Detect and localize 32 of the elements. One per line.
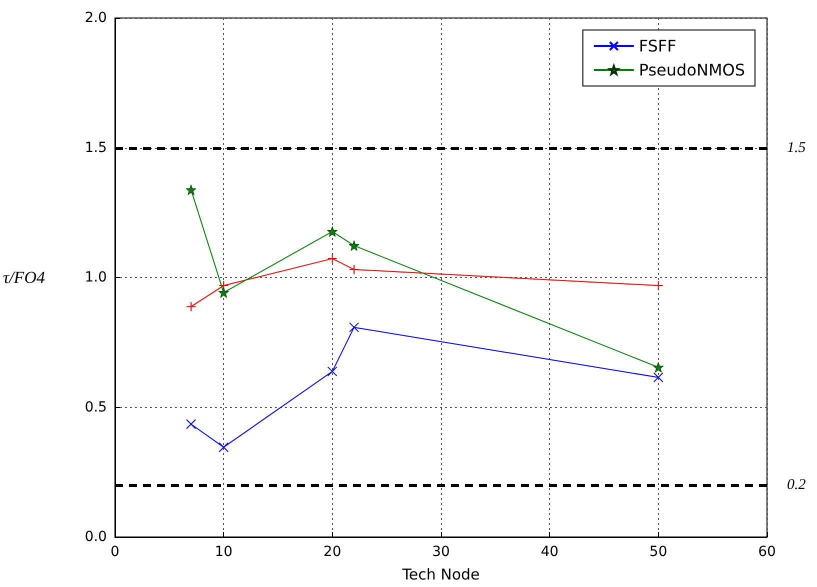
point <box>186 184 196 196</box>
point <box>218 442 229 452</box>
y-tick-label: 0.5 <box>84 399 107 416</box>
point <box>327 366 338 376</box>
point <box>348 240 360 251</box>
y-axis-title: τ/FO4 <box>3 268 46 287</box>
x-tick-label: 30 <box>432 544 450 560</box>
point <box>327 226 338 237</box>
y-tick-label: 2.0 <box>84 10 107 26</box>
x-tick-label: 0 <box>110 544 120 560</box>
legend-label: PseudoNMOS <box>638 60 745 80</box>
legend-label: FSFF <box>638 36 676 56</box>
x-tick-label: 20 <box>323 544 342 560</box>
y-tick-label: 0.0 <box>84 529 107 545</box>
point <box>186 419 196 430</box>
y-tick-label: 1.0 <box>84 270 107 286</box>
point <box>186 302 196 312</box>
ref-line-label: 1.5 <box>787 140 806 156</box>
x-tick-label: 50 <box>649 544 668 560</box>
x-tick-label: 40 <box>540 544 559 560</box>
point <box>349 322 360 332</box>
point <box>218 287 229 298</box>
point <box>653 372 664 382</box>
x-tick-label: 10 <box>214 544 233 560</box>
y-tick-label: 1.5 <box>84 140 107 156</box>
x-tick-label: 60 <box>758 544 776 560</box>
ref-line-label: 0.2 <box>787 477 806 494</box>
point <box>349 264 360 274</box>
point <box>653 362 664 373</box>
point <box>653 280 664 291</box>
point <box>327 254 338 264</box>
x-axis-title: Tech Node <box>401 566 480 584</box>
